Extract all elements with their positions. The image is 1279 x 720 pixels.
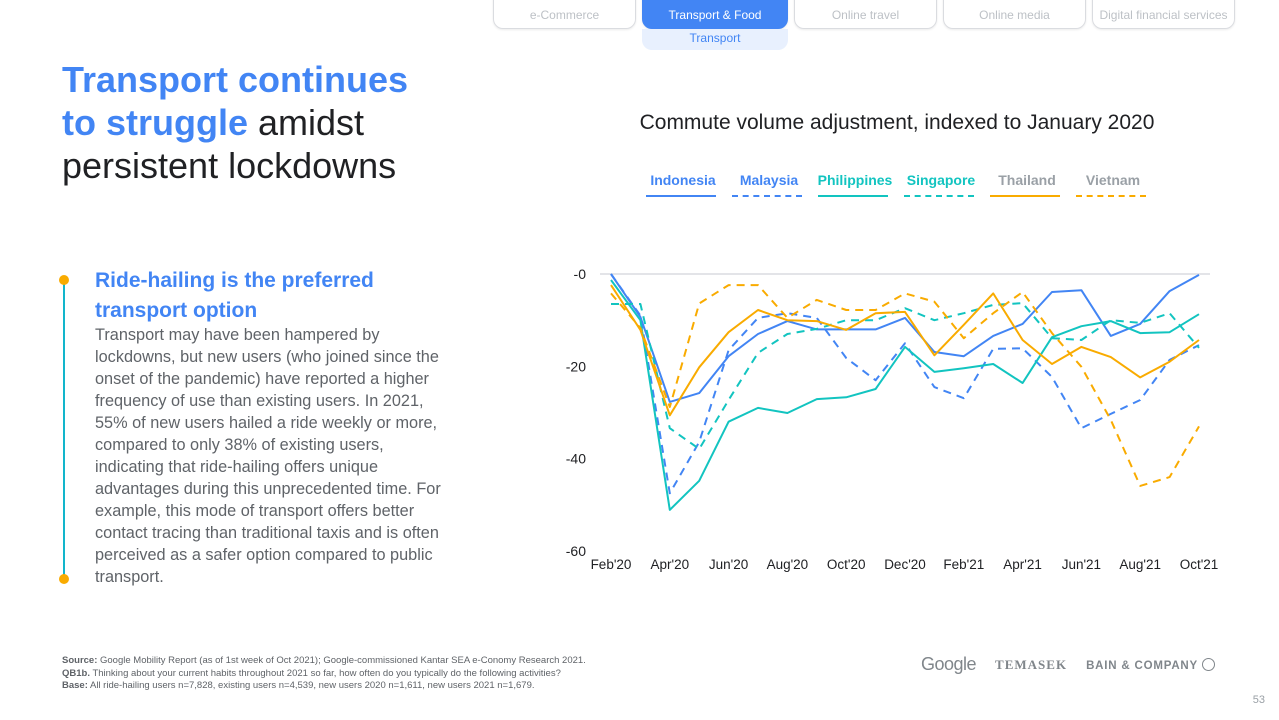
x-tick-label: Feb'20 xyxy=(591,557,632,572)
legend-swatch xyxy=(646,195,716,197)
tab-ecommerce[interactable]: e-Commerce xyxy=(493,0,636,29)
legend-item-singapore[interactable]: Singapore xyxy=(898,172,984,200)
bain-logo-icon xyxy=(1201,657,1215,671)
section-heading: Ride-hailing is the preferred transport … xyxy=(95,269,374,322)
legend-label: Indonesia xyxy=(650,172,716,188)
title-highlight-1: Transport continues xyxy=(62,59,409,100)
source-label: Source: xyxy=(62,655,98,666)
legend-item-thailand[interactable]: Thailand xyxy=(984,172,1070,200)
legend-item-malaysia[interactable]: Malaysia xyxy=(726,172,812,200)
legend-label: Singapore xyxy=(906,172,976,188)
section-body: Transport may have been hampered by lock… xyxy=(95,326,441,586)
page-title: Transport continues to struggle amidst p… xyxy=(62,58,462,187)
base-label: Base: xyxy=(62,680,88,691)
series-line-indonesia xyxy=(610,273,1200,403)
y-tick-label: -40 xyxy=(566,451,586,467)
legend-swatch xyxy=(732,195,802,197)
x-tick-label: Oct'20 xyxy=(827,557,866,572)
question-text: Thinking about your current habits throu… xyxy=(89,667,561,679)
y-tick-label: -60 xyxy=(566,543,586,559)
legend-swatch xyxy=(818,195,888,197)
x-tick-label: Aug'20 xyxy=(767,557,809,572)
series-line-singapore xyxy=(611,302,1200,450)
x-tick-label: Jun'21 xyxy=(1062,557,1101,572)
temasek-logo: TEMASEK xyxy=(995,656,1068,672)
series-line-thailand xyxy=(610,284,1200,417)
series-line-malaysia xyxy=(610,273,1200,495)
base-text: All ride-hailing users n=7,828, existing… xyxy=(87,680,535,691)
section-tabs: e-Commerce Transport & Food Transport On… xyxy=(493,0,1235,50)
tab-digital-financial-services[interactable]: Digital financial services xyxy=(1092,0,1235,29)
x-tick-label: Jun'20 xyxy=(709,557,748,572)
x-tick-label: Dec'20 xyxy=(884,557,926,572)
partner-logos: Google TEMASEK BAIN & COMPANY xyxy=(921,654,1215,675)
bullet-dot-top xyxy=(59,275,69,285)
legend-label: Vietnam xyxy=(1085,172,1141,188)
tab-online-media[interactable]: Online media xyxy=(943,0,1086,29)
legend-label: Thailand xyxy=(998,172,1056,188)
source-text: Google Mobility Report (as of 1st week o… xyxy=(97,655,586,666)
x-tick-label: Aug'21 xyxy=(1119,557,1161,572)
title-highlight-2: to struggle xyxy=(62,102,248,143)
google-logo: Google xyxy=(921,654,977,674)
bain-logo: BAIN & COMPANY xyxy=(1086,657,1215,672)
y-tick-label: -0 xyxy=(574,266,587,282)
footnotes: Source: Google Mobility Report (as of 1s… xyxy=(62,655,586,693)
legend-item-philippines[interactable]: Philippines xyxy=(812,172,898,200)
series-line-vietnam xyxy=(610,284,1200,487)
y-tick-label: -20 xyxy=(566,358,586,374)
x-tick-label: Apr'20 xyxy=(650,557,689,572)
tab-online-travel[interactable]: Online travel xyxy=(794,0,937,29)
legend-swatch xyxy=(904,195,974,197)
legend-label: Malaysia xyxy=(739,172,799,188)
title-text-1: amidst xyxy=(248,102,365,143)
bullet-dot-bottom xyxy=(59,574,69,584)
chart-title: Commute volume adjustment, indexed to Ja… xyxy=(639,111,1155,134)
title-text-2: persistent lockdowns xyxy=(62,145,397,186)
x-tick-label: Feb'21 xyxy=(943,557,984,572)
question-label: QB1b. xyxy=(62,667,90,679)
legend-item-vietnam[interactable]: Vietnam xyxy=(1070,172,1156,200)
tab-transport-food[interactable]: Transport & Food xyxy=(642,0,788,29)
x-tick-label: Apr'21 xyxy=(1003,557,1042,572)
chart-legend: Indonesia Malaysia Philippines Singapore Tha… xyxy=(640,172,1156,200)
legend-item-indonesia[interactable]: Indonesia xyxy=(640,172,726,200)
section-divider-line xyxy=(63,280,65,578)
page-number: 53 xyxy=(1252,694,1265,706)
series-line-philippines xyxy=(610,279,1200,511)
subtab-transport[interactable]: Transport xyxy=(642,29,788,50)
legend-swatch xyxy=(1076,195,1146,197)
x-tick-label: Oct'21 xyxy=(1180,557,1219,572)
legend-swatch xyxy=(990,195,1060,197)
legend-label: Philippines xyxy=(817,172,893,188)
